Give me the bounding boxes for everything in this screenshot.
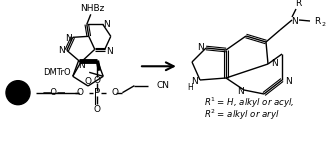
- Text: O: O: [112, 88, 118, 97]
- Text: NHBz: NHBz: [80, 4, 105, 13]
- Text: O: O: [84, 77, 91, 85]
- Text: N: N: [198, 42, 204, 51]
- Text: N: N: [106, 47, 113, 56]
- Text: N: N: [103, 20, 110, 29]
- Text: O: O: [76, 88, 83, 97]
- Text: 2: 2: [321, 23, 325, 27]
- Text: R: R: [295, 0, 301, 7]
- Text: CN: CN: [157, 81, 169, 90]
- Text: O: O: [94, 76, 101, 85]
- Text: N: N: [66, 34, 72, 43]
- Text: N: N: [272, 60, 278, 69]
- Text: N: N: [285, 77, 291, 85]
- Text: N: N: [192, 78, 198, 86]
- Text: R$^1$ = H, alkyl or acyl,: R$^1$ = H, alkyl or acyl,: [204, 96, 295, 110]
- Text: P: P: [94, 88, 101, 98]
- Circle shape: [6, 81, 30, 105]
- Text: O: O: [94, 105, 101, 114]
- Text: N: N: [78, 61, 85, 70]
- Text: N: N: [292, 16, 298, 26]
- Text: R$^2$ = alkyl or aryl: R$^2$ = alkyl or aryl: [204, 108, 280, 122]
- Text: —O—: —O—: [43, 88, 67, 97]
- Text: N: N: [58, 46, 65, 55]
- Text: DMTrO: DMTrO: [44, 68, 71, 77]
- Text: R: R: [314, 16, 320, 26]
- Text: N: N: [237, 88, 243, 96]
- Text: 1: 1: [302, 0, 306, 2]
- Text: H: H: [187, 82, 193, 92]
